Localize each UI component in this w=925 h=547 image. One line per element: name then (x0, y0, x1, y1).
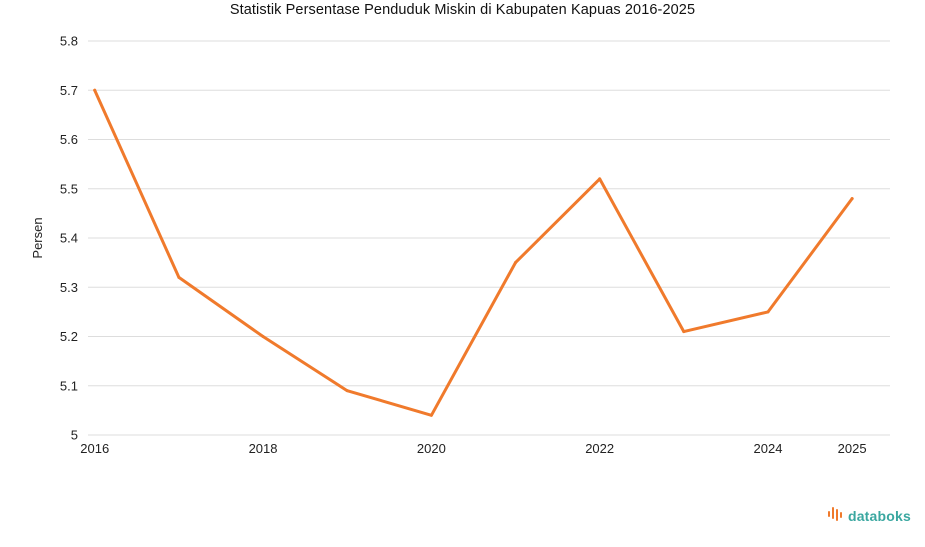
data-point-2018[interactable] (261, 335, 265, 338)
brand-name: databoks (847, 507, 911, 524)
data-point-2017[interactable] (177, 275, 181, 279)
y-tick-label: 5.6 (60, 132, 78, 147)
y-tick-label: 5.2 (60, 329, 78, 344)
data-point-2016[interactable] (93, 88, 97, 92)
databoks-logo: databoks (827, 504, 911, 527)
data-point-2020[interactable] (429, 413, 433, 417)
data-point-2024[interactable] (766, 310, 770, 314)
data-point-2019[interactable] (345, 389, 349, 393)
x-tick-label: 2018 (249, 441, 278, 456)
data-point-2025[interactable] (850, 197, 854, 201)
y-tick-label: 5.7 (60, 83, 78, 98)
x-tick-label: 2024 (754, 441, 783, 456)
y-tick-label: 5.8 (60, 34, 78, 49)
data-point-2022[interactable] (598, 177, 602, 181)
y-tick-labels: 5 5.1 5.2 5.3 5.4 5.5 5.6 5.7 5.8 (60, 34, 78, 443)
bar-chart-icon (827, 504, 845, 527)
data-point-2021[interactable] (514, 261, 518, 265)
y-tick-label: 5.5 (60, 181, 78, 196)
data-point-2023[interactable] (682, 330, 686, 334)
x-tick-label: 2020 (417, 441, 446, 456)
data-points (93, 88, 854, 417)
y-tick-label: 5 (71, 428, 78, 443)
y-tick-label: 5.1 (60, 378, 78, 393)
x-tick-labels: 2016 2018 2020 2022 2024 2025 (80, 441, 866, 456)
y-tick-label: 5.4 (60, 231, 78, 246)
series-line-persen (93, 88, 854, 417)
x-tick-label: 2022 (585, 441, 614, 456)
y-axis-label: Persen (30, 217, 45, 258)
x-tick-label: 2025 (838, 441, 867, 456)
y-tick-label: 5.3 (60, 280, 78, 295)
chart-title: Statistik Persentase Penduduk Miskin di … (229, 2, 696, 18)
x-tick-label: 2016 (80, 441, 109, 456)
gridlines (88, 40, 890, 436)
